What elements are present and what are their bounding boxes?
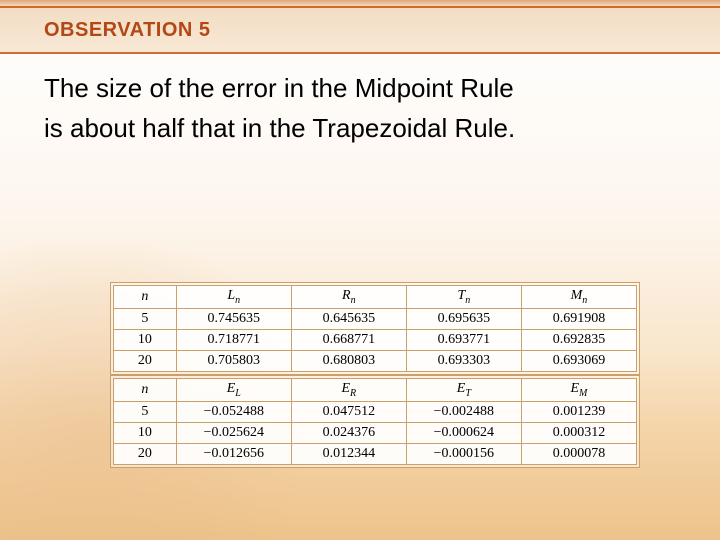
approximations-table: n Ln Rn Tn Mn 5 0.745635 0.645635 0.6956… <box>113 285 637 372</box>
table-row: 10 0.718771 0.668771 0.693771 0.692835 <box>114 329 637 350</box>
col-ET: ET <box>406 378 521 401</box>
tables-wrap: n Ln Rn Tn Mn 5 0.745635 0.645635 0.6956… <box>110 282 640 468</box>
error-table-frame: n EL ER ET EM 5 −0.052488 0.047512 −0.00… <box>110 375 640 468</box>
table-row: 20 −0.012656 0.012344 −0.000156 0.000078 <box>114 443 637 464</box>
col-Tn: Tn <box>406 286 521 309</box>
col-n: n <box>114 378 177 401</box>
body-text: The size of the error in the Midpoint Ru… <box>0 54 720 149</box>
slide: OBSERVATION 5 The size of the error in t… <box>0 0 720 540</box>
col-Mn: Mn <box>521 286 636 309</box>
col-Rn: Rn <box>291 286 406 309</box>
approx-table-frame: n Ln Rn Tn Mn 5 0.745635 0.645635 0.6956… <box>110 282 640 375</box>
table-row: 5 0.745635 0.645635 0.695635 0.691908 <box>114 308 637 329</box>
table-row: 5 −0.052488 0.047512 −0.002488 0.001239 <box>114 401 637 422</box>
errors-table: n EL ER ET EM 5 −0.052488 0.047512 −0.00… <box>113 378 637 465</box>
col-EM: EM <box>521 378 636 401</box>
col-Ln: Ln <box>176 286 291 309</box>
body-line-2: is about half that in the Trapezoidal Ru… <box>44 108 676 148</box>
table-header-row: n Ln Rn Tn Mn <box>114 286 637 309</box>
approx-tbody: 5 0.745635 0.645635 0.695635 0.691908 10… <box>114 308 637 371</box>
body-line-1: The size of the error in the Midpoint Ru… <box>44 68 676 108</box>
col-n: n <box>114 286 177 309</box>
col-ER: ER <box>291 378 406 401</box>
table-row: 10 −0.025624 0.024376 −0.000624 0.000312 <box>114 422 637 443</box>
col-EL: EL <box>176 378 291 401</box>
table-row: 20 0.705803 0.680803 0.693303 0.693069 <box>114 350 637 371</box>
header-band: OBSERVATION 5 <box>0 6 720 54</box>
table-header-row: n EL ER ET EM <box>114 378 637 401</box>
slide-title: OBSERVATION 5 <box>44 19 211 42</box>
error-tbody: 5 −0.052488 0.047512 −0.002488 0.001239 … <box>114 401 637 464</box>
